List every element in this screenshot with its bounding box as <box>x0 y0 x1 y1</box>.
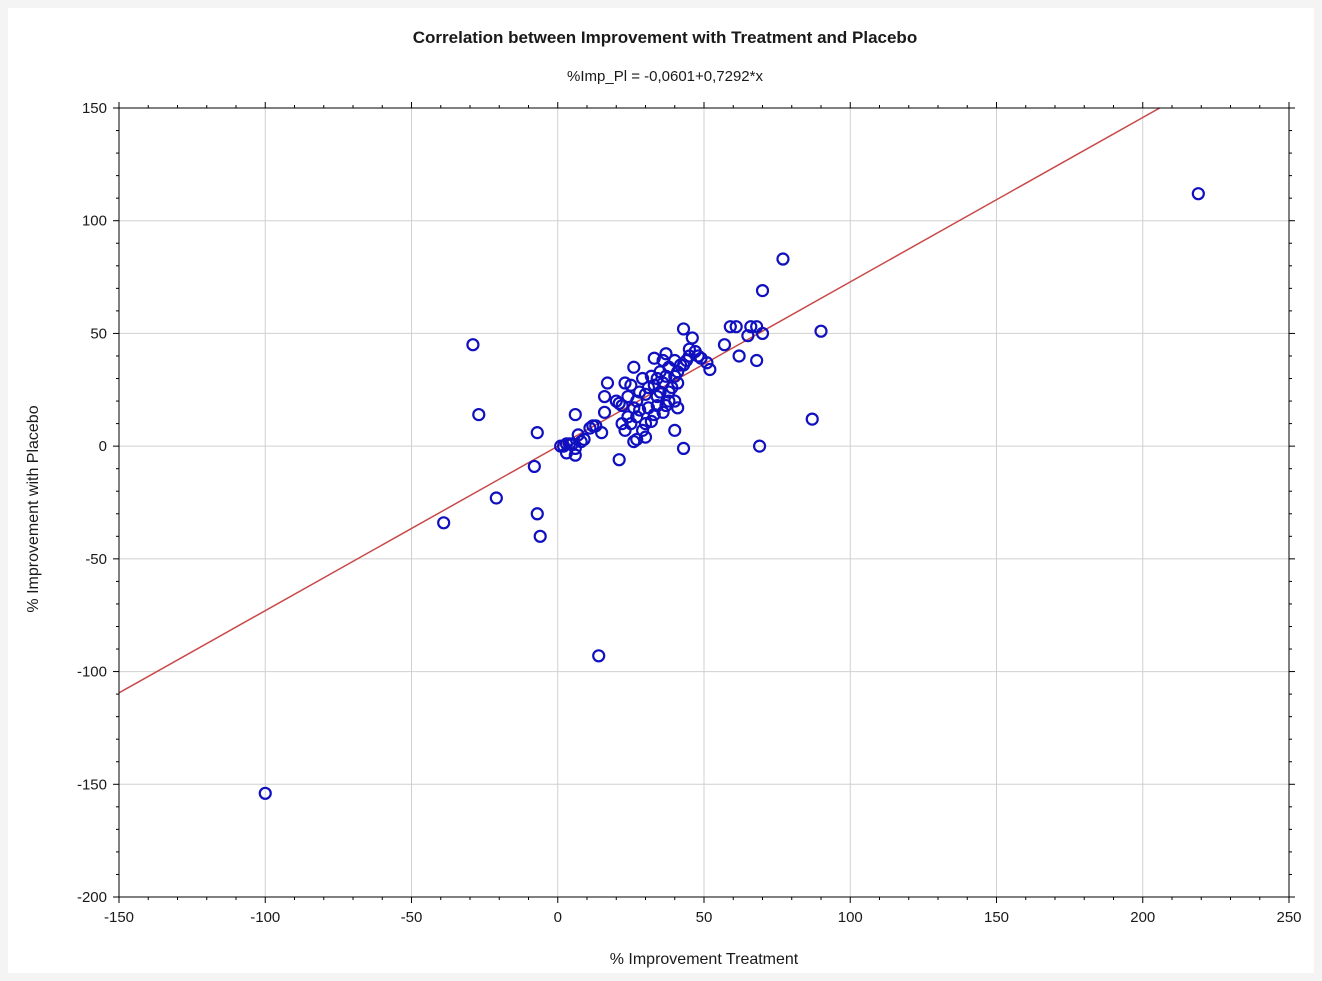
data-point <box>638 417 653 431</box>
data-point <box>621 389 635 404</box>
data-point <box>671 401 685 415</box>
y-tick-label: 150 <box>82 100 107 117</box>
data-points <box>258 187 1205 800</box>
x-tick-label: 0 <box>554 909 562 926</box>
x-tick-label: -150 <box>104 909 134 926</box>
data-point <box>597 405 612 419</box>
data-point <box>571 428 585 442</box>
x-tick-label: 150 <box>984 909 1009 926</box>
data-point <box>621 410 635 424</box>
data-point <box>685 331 699 345</box>
data-point <box>559 437 574 451</box>
y-tick-label: 50 <box>90 325 107 342</box>
data-point <box>600 376 615 390</box>
y-axis-label: % Improvement with Placebo <box>25 405 42 612</box>
data-point <box>627 401 641 415</box>
x-tick-label: 250 <box>1276 909 1301 926</box>
y-tick-label: 0 <box>99 438 107 455</box>
data-point <box>638 430 653 444</box>
chart-title: Correlation between Improvement with Tre… <box>413 28 917 47</box>
data-point <box>750 320 764 334</box>
data-point <box>489 491 503 505</box>
data-point <box>805 412 819 426</box>
data-point <box>609 394 623 408</box>
data-point <box>612 453 626 467</box>
scatter-chart: Correlation between Improvement with Tre… <box>25 28 1302 968</box>
data-point <box>635 371 650 386</box>
data-point <box>618 423 632 437</box>
data-point <box>659 347 673 361</box>
data-point <box>653 385 667 399</box>
data-point <box>729 320 743 334</box>
data-point <box>612 396 626 410</box>
data-point <box>814 324 828 338</box>
y-tick-label: -150 <box>77 776 107 793</box>
data-point <box>472 407 486 422</box>
data-point <box>717 338 732 352</box>
data-point <box>732 349 746 363</box>
data-point <box>741 329 755 343</box>
data-point <box>703 362 717 377</box>
data-point <box>533 529 547 543</box>
data-point <box>559 446 574 460</box>
data-point <box>630 432 644 446</box>
data-point <box>466 338 480 352</box>
x-tick-label: -100 <box>250 909 280 926</box>
data-point <box>258 786 272 800</box>
data-point <box>659 398 673 413</box>
data-point <box>644 414 658 428</box>
regression-line-group <box>118 107 1161 694</box>
x-axis-label: % Improvement Treatment <box>610 951 799 968</box>
data-point <box>662 385 676 399</box>
data-point <box>1191 187 1205 201</box>
data-point <box>755 283 770 298</box>
data-point <box>750 353 764 368</box>
data-point <box>752 439 767 453</box>
chart-card: Correlation between Improvement with Tre… <box>8 8 1314 973</box>
data-point <box>776 252 790 266</box>
y-tick-label: -200 <box>77 889 107 906</box>
x-tick-label: 50 <box>696 909 713 926</box>
data-point <box>650 371 664 386</box>
data-point <box>633 403 647 417</box>
y-tick-label: 100 <box>82 213 107 230</box>
x-tick-label: 100 <box>838 909 863 926</box>
data-point <box>635 423 650 437</box>
x-tick-label: -50 <box>401 909 423 926</box>
data-point <box>592 649 606 663</box>
data-point <box>568 407 582 422</box>
data-point <box>597 389 612 404</box>
data-point <box>530 507 544 521</box>
data-point <box>676 441 691 455</box>
data-point <box>586 419 600 433</box>
regression-line <box>118 107 1161 694</box>
plot-frame <box>118 107 1290 898</box>
y-tick-label: -100 <box>77 664 107 681</box>
data-point <box>437 516 451 530</box>
data-point <box>691 349 705 363</box>
axis-ticks: -150 -100 -50 0 50 100 150 200 250 -200 -150 -100 -5… <box>77 100 1302 926</box>
data-point <box>583 421 597 435</box>
data-point <box>647 351 661 365</box>
y-tick-label: -50 <box>85 551 107 568</box>
data-point <box>627 435 641 449</box>
data-point <box>530 426 544 440</box>
data-point <box>668 423 682 437</box>
chart-subtitle: %Imp_Pl = -0,0601+0,7292*x <box>567 68 763 85</box>
data-point <box>568 448 582 462</box>
grid-lines <box>119 108 1289 897</box>
data-point <box>618 376 632 390</box>
data-point <box>723 320 737 334</box>
data-point <box>627 360 641 374</box>
data-point <box>527 459 541 474</box>
x-tick-label: 200 <box>1130 909 1155 926</box>
data-point <box>641 401 656 415</box>
data-point <box>682 342 696 356</box>
data-point <box>676 322 691 336</box>
